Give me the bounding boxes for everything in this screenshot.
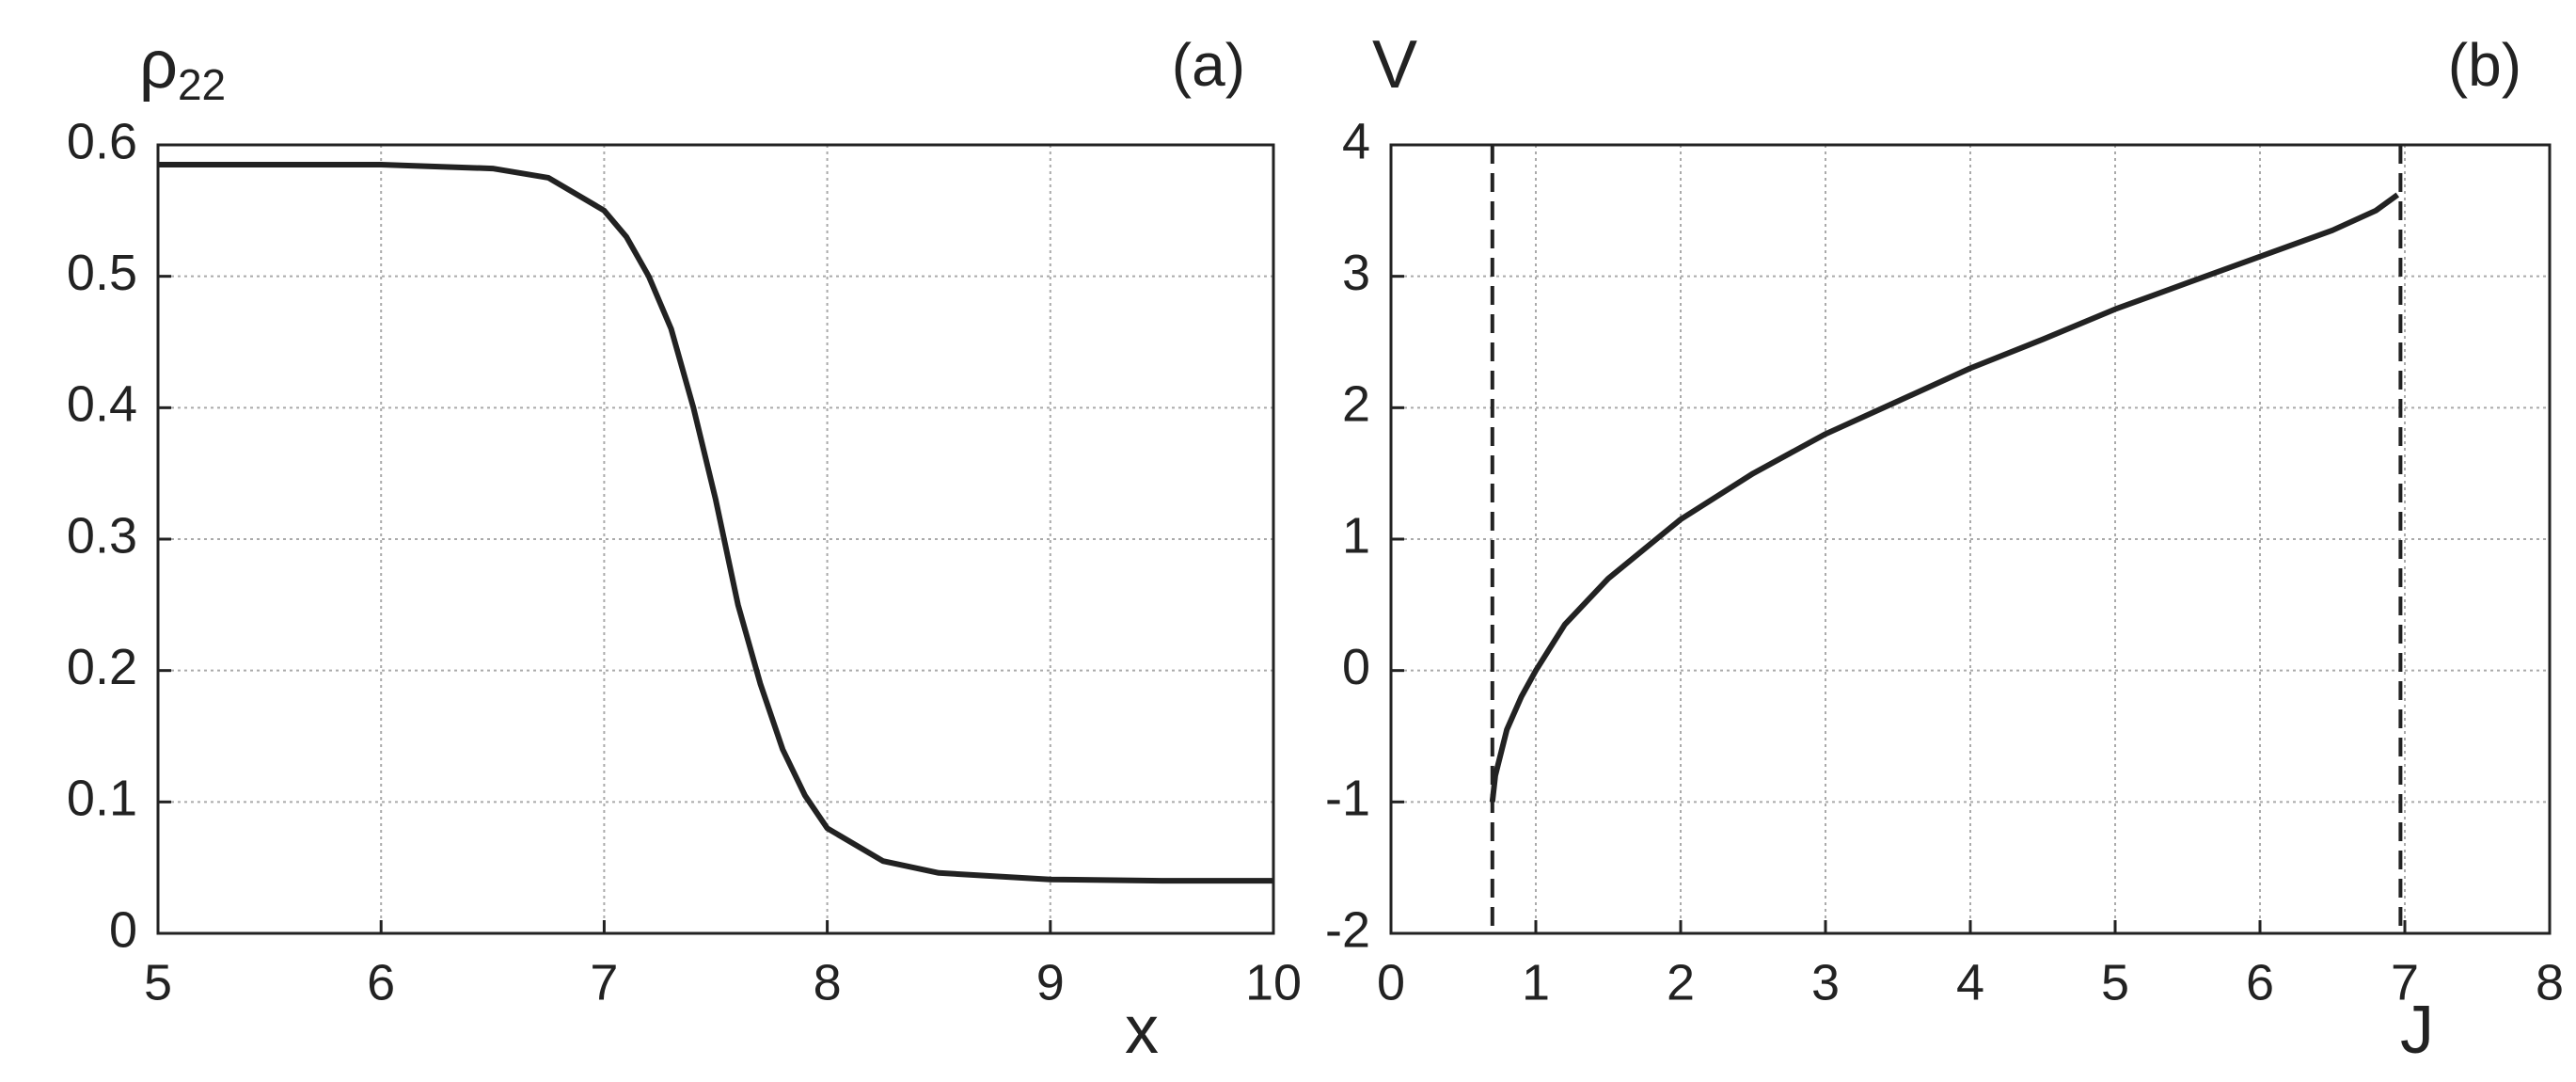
x-tick-label: 6 [367,954,395,1010]
y-axis-label-main: V [1372,27,1417,103]
y-tick-label: -2 [1325,901,1370,958]
y-axis-label-subscript: 22 [178,60,226,109]
y-tick-label: 0 [1342,639,1370,695]
y-axis-label: ρ22 [139,27,226,109]
x-tick-label: 7 [2391,954,2419,1010]
plot-frame [156,143,1275,935]
x-tick-label: 9 [1036,954,1065,1010]
panel-label: (b) [2448,31,2521,99]
x-axis-label: J [2400,993,2434,1068]
y-tick-label: 0 [109,901,137,958]
y-tick-label: 0.2 [67,639,137,695]
y-tick-label: 0.4 [67,376,137,433]
y-axis-label-main: ρ [139,27,178,103]
x-tick-label: 6 [2246,954,2274,1010]
y-tick-label: 3 [1342,245,1370,301]
x-tick-label: 4 [1956,954,1984,1010]
x-tick-label: 2 [1667,954,1695,1010]
x-tick-label: 8 [814,954,842,1010]
x-tick-label: 5 [144,954,172,1010]
data-line [158,162,1273,884]
x-tick-label: 3 [1811,954,1840,1010]
x-tick-label: 5 [2101,954,2129,1010]
y-tick-label: 0.5 [67,245,137,301]
x-axis-label: x [1125,993,1159,1068]
x-tick-label: 10 [1245,954,1302,1010]
y-tick-label: 0.3 [67,507,137,564]
y-tick-label: 0.1 [67,771,137,827]
x-tick-label: 8 [2536,954,2564,1010]
y-tick-label: 4 [1342,113,1370,169]
y-axis-label: V [1372,27,1417,103]
plot-frame [1389,143,2552,935]
panel-label: (a) [1172,31,1245,99]
y-tick-label: -1 [1325,771,1370,827]
y-tick-label: 2 [1342,376,1370,433]
x-tick-label: 1 [1522,954,1550,1010]
y-tick-label: 1 [1342,507,1370,564]
x-tick-label: 7 [590,954,618,1010]
y-tick-label: 0.6 [67,113,137,169]
data-line [1489,192,2400,803]
x-tick-label: 0 [1377,954,1405,1010]
